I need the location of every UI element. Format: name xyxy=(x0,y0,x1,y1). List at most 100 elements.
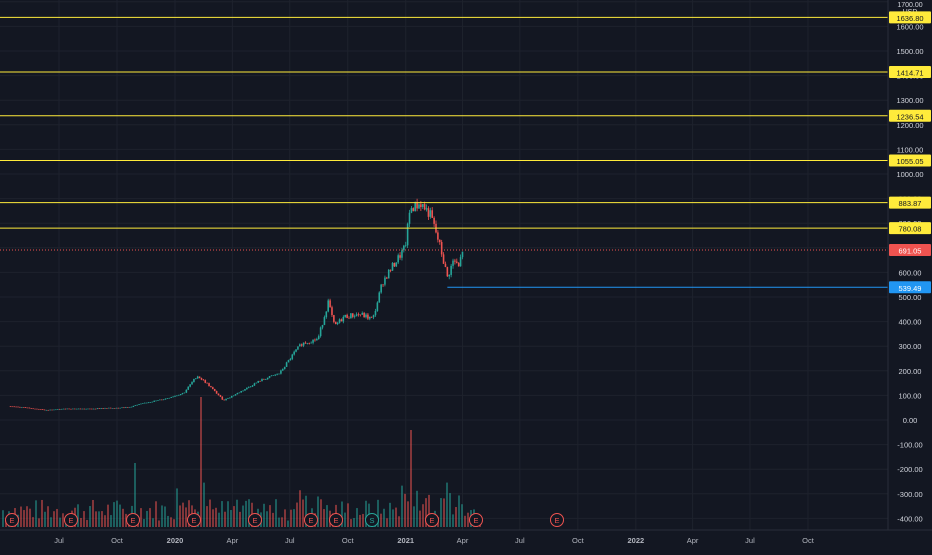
volume-bar xyxy=(422,504,424,527)
volume-bar xyxy=(113,502,115,527)
candle-body xyxy=(246,387,248,390)
volume-bar xyxy=(26,506,28,527)
volume-bar xyxy=(239,511,241,527)
candle-body xyxy=(195,378,197,379)
event-marker-label: E xyxy=(191,516,196,525)
candle-body xyxy=(81,408,84,410)
price-labels: 1636.80 1414.71 1236.54 1055.05 883.87 780.08… xyxy=(889,11,931,294)
volume-bar xyxy=(272,512,274,527)
candle-body xyxy=(189,384,191,387)
volume-bar xyxy=(167,515,169,527)
candle-body xyxy=(404,245,407,246)
volume-bar xyxy=(53,511,55,527)
candle-body xyxy=(62,408,65,410)
volume-bar xyxy=(263,503,265,527)
candle-body xyxy=(96,408,99,409)
candle-body xyxy=(113,408,116,409)
candle-body xyxy=(208,383,210,387)
candle-body xyxy=(285,362,288,367)
candle-body xyxy=(212,387,214,390)
candle-body xyxy=(319,327,322,337)
y-tick-label: 1100.00 xyxy=(897,145,924,154)
candle-body xyxy=(355,314,358,317)
volume-bar xyxy=(101,511,103,527)
level-label: 539.49 xyxy=(899,284,922,293)
candle-body xyxy=(342,316,345,322)
y-tick-label: 100.00 xyxy=(899,391,922,400)
candle-body xyxy=(193,378,195,383)
candle-body xyxy=(297,346,299,350)
y-tick-label: 300.00 xyxy=(899,342,922,351)
level-label: 1636.80 xyxy=(896,14,923,23)
y-tick-label: -400.00 xyxy=(897,514,922,523)
candle-body xyxy=(351,313,354,317)
event-marker-circle xyxy=(329,513,343,527)
candle-body xyxy=(134,405,137,406)
candle-body xyxy=(372,315,375,318)
candle-body xyxy=(380,284,382,293)
event-marker-circle xyxy=(187,513,201,527)
candle-body xyxy=(361,313,364,315)
candle-body xyxy=(36,408,38,410)
candle-body xyxy=(444,263,447,268)
candle-body xyxy=(219,395,222,397)
volume-bar xyxy=(146,510,148,527)
volume-bar xyxy=(287,520,289,527)
candle-body xyxy=(43,409,46,411)
candle-body xyxy=(431,210,434,218)
candle-body xyxy=(276,374,278,375)
candle-body xyxy=(261,379,263,382)
candle-body xyxy=(9,406,12,407)
x-tick-label: 2022 xyxy=(628,536,645,545)
candle-body xyxy=(234,394,237,396)
event-marker-label: E xyxy=(9,516,14,525)
candle-body xyxy=(200,378,203,380)
volume-bar xyxy=(104,515,106,527)
volume-bar xyxy=(203,482,205,527)
volume-bar xyxy=(212,509,214,527)
candle-body xyxy=(172,396,174,398)
candle-body xyxy=(72,408,74,410)
candle-body xyxy=(446,267,449,277)
candle-body xyxy=(58,409,61,410)
candle-body xyxy=(374,310,377,316)
volume-bar xyxy=(410,430,412,527)
event-marker-circle xyxy=(365,513,379,527)
candle-body xyxy=(155,400,157,402)
volume-bar xyxy=(29,508,31,527)
volume-bar xyxy=(302,499,304,527)
y-tick-label: 1500.00 xyxy=(896,47,923,56)
candle-body xyxy=(437,232,439,240)
candle-body xyxy=(314,339,316,341)
event-marker-circle xyxy=(126,513,140,527)
candle-body xyxy=(142,403,144,404)
volume-bar xyxy=(59,517,61,527)
candle-body xyxy=(138,404,140,405)
candle-body xyxy=(162,399,165,401)
volume-bar xyxy=(149,508,151,527)
volume-bar xyxy=(164,506,166,527)
volume-bar xyxy=(221,501,223,527)
candle-body xyxy=(340,319,343,322)
candle-body xyxy=(60,408,63,410)
event-marker-circle xyxy=(248,513,262,527)
candle-body xyxy=(312,339,314,343)
volume-bar xyxy=(362,513,364,527)
event-marker-label: E xyxy=(252,516,257,525)
candle-body xyxy=(109,407,112,409)
candle-body xyxy=(302,342,305,346)
candle-body xyxy=(83,408,86,410)
candle-body xyxy=(289,358,292,361)
candle-body xyxy=(344,314,347,317)
candle-body xyxy=(323,317,326,325)
volume-bar xyxy=(323,509,325,527)
candle-body xyxy=(425,208,428,210)
candle-body xyxy=(365,314,367,318)
candle-body xyxy=(384,277,386,285)
candle-body xyxy=(130,406,133,408)
volume-bar xyxy=(92,499,94,527)
volume-bar xyxy=(266,511,268,527)
candle-body xyxy=(287,360,290,363)
